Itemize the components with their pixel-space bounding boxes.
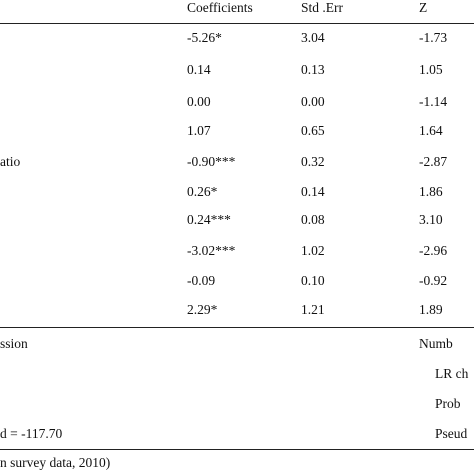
header-rule [0, 23, 474, 24]
coef-cell: -0.09 [187, 273, 216, 288]
footer-left-line: ssion [0, 336, 28, 351]
se-cell: 3.04 [301, 30, 325, 45]
se-cell: 1.02 [301, 243, 325, 258]
z-cell: -2.96 [419, 243, 448, 258]
z-cell: 1.86 [419, 184, 443, 199]
header-coefficients: Coefficients [187, 0, 253, 15]
coef-cell: 1.07 [187, 123, 211, 138]
footer-right-line: Prob [435, 396, 461, 411]
coef-cell: -3.02*** [187, 243, 236, 258]
coef-cell: -5.26* [187, 30, 222, 45]
footer-right-line: Numb [419, 336, 453, 351]
footer-right-line: LR ch [435, 366, 469, 381]
se-cell: 0.10 [301, 273, 325, 288]
coef-cell: -0.90*** [187, 154, 236, 169]
se-cell: 0.13 [301, 62, 325, 77]
se-cell: 0.08 [301, 212, 325, 227]
z-cell: 1.05 [419, 62, 443, 77]
row-label: atio [0, 154, 21, 169]
se-cell: 1.21 [301, 302, 325, 317]
coef-cell: 0.14 [187, 62, 211, 77]
z-cell: -0.92 [419, 273, 448, 288]
z-cell: -1.73 [419, 30, 448, 45]
se-cell: 0.14 [301, 184, 325, 199]
se-cell: 0.00 [301, 94, 325, 109]
header-std-err: Std .Err [301, 0, 343, 15]
z-cell: 3.10 [419, 212, 443, 227]
bottom-rule [0, 449, 474, 450]
coef-cell: 0.24*** [187, 212, 231, 227]
coef-cell: 2.29* [187, 302, 218, 317]
se-cell: 0.65 [301, 123, 325, 138]
coef-cell: 0.26* [187, 184, 218, 199]
source-note: n survey data, 2010) [0, 455, 111, 470]
z-cell: -1.14 [419, 94, 448, 109]
z-cell: 1.89 [419, 302, 443, 317]
z-cell: -2.87 [419, 154, 448, 169]
header-z: Z [419, 0, 428, 15]
body-rule [0, 327, 474, 328]
se-cell: 0.32 [301, 154, 325, 169]
coef-cell: 0.00 [187, 94, 211, 109]
z-cell: 1.64 [419, 123, 443, 138]
footer-right-line: Pseud [435, 426, 468, 441]
footer-left-line: d = -117.70 [0, 426, 63, 441]
